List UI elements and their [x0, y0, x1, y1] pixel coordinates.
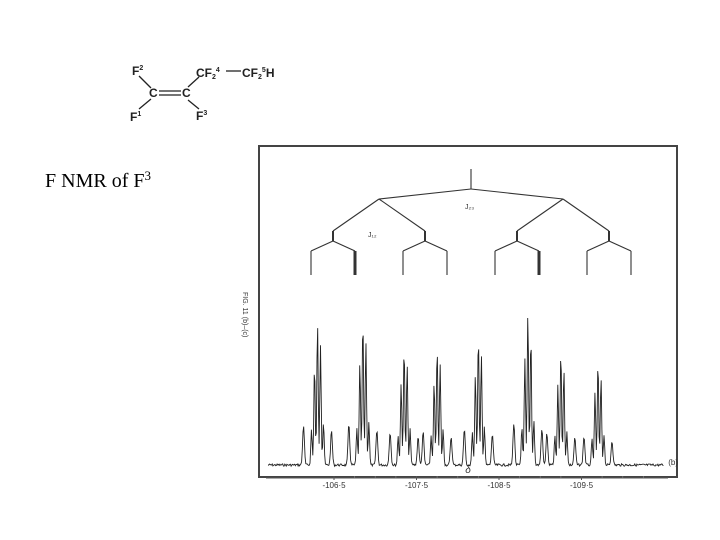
- x-tick-label: -106·5: [322, 481, 346, 490]
- bond-f2-c: [138, 75, 152, 89]
- bond-c-cf4: [187, 76, 200, 88]
- bond-f1-c: [138, 98, 152, 110]
- j23-label: J₂₃: [465, 204, 474, 211]
- tree-branch-l3-20: [494, 240, 518, 252]
- atom-c-left: C: [149, 86, 158, 100]
- x-axis-label: δ: [465, 465, 471, 476]
- tree-branch-l1-0: [378, 188, 472, 200]
- tree-branch-l3-30: [586, 240, 610, 252]
- atom-f1: F1: [130, 110, 142, 124]
- atom-f2: F2: [132, 64, 144, 78]
- molecule-bonds: [138, 70, 241, 110]
- nmr-spectrum-chart: J₂₃ J₁₂ FIG. 11 (b)–(c) -106·5 -107·5 -108…: [241, 169, 678, 490]
- bond-c-f3: [187, 99, 200, 110]
- tree-branch-l3-21: [516, 240, 540, 252]
- nmr-spectrum-figure: J₂₃ J₁₂ FIG. 11 (b)–(c) -106·5 -107·5 -108…: [241, 145, 678, 490]
- panel-label: (b): [668, 458, 678, 467]
- tree-branch-l3-01: [332, 240, 356, 252]
- tree-branch-l2-11: [562, 198, 610, 232]
- tree-branch-l3-10: [402, 240, 426, 252]
- tree-branch-l1-1: [470, 188, 564, 200]
- spectrum-trace: [267, 317, 664, 468]
- tree-branch-l2-01: [378, 198, 426, 232]
- molecule-structure: F2 F1 C C F3 CF24 CF25H: [120, 55, 290, 130]
- tree-branch-l2-10: [516, 198, 564, 232]
- x-axis-ticks: -106·5 -107·5 -108·5 -109·5: [322, 476, 644, 490]
- j12-label: J₁₂: [368, 232, 377, 239]
- figure-side-caption: FIG. 11 (b)–(c): [241, 292, 248, 337]
- atom-cf4: CF24: [196, 66, 220, 81]
- atom-cf5: CF25H: [242, 66, 275, 81]
- atom-c-right: C: [182, 86, 191, 100]
- tree-branch-l3-31: [608, 240, 632, 252]
- x-tick-label: -108·5: [487, 481, 511, 490]
- splitting-tree: [310, 169, 632, 275]
- x-tick-label: -109·5: [570, 481, 594, 490]
- x-tick-label: -107·5: [405, 481, 429, 490]
- atom-f3: F3: [196, 109, 208, 123]
- slide-caption: F NMR of F3: [45, 168, 151, 192]
- tree-branch-l3-11: [424, 240, 448, 252]
- tree-branch-l3-00: [310, 240, 334, 252]
- tree-branch-l2-00: [332, 198, 380, 232]
